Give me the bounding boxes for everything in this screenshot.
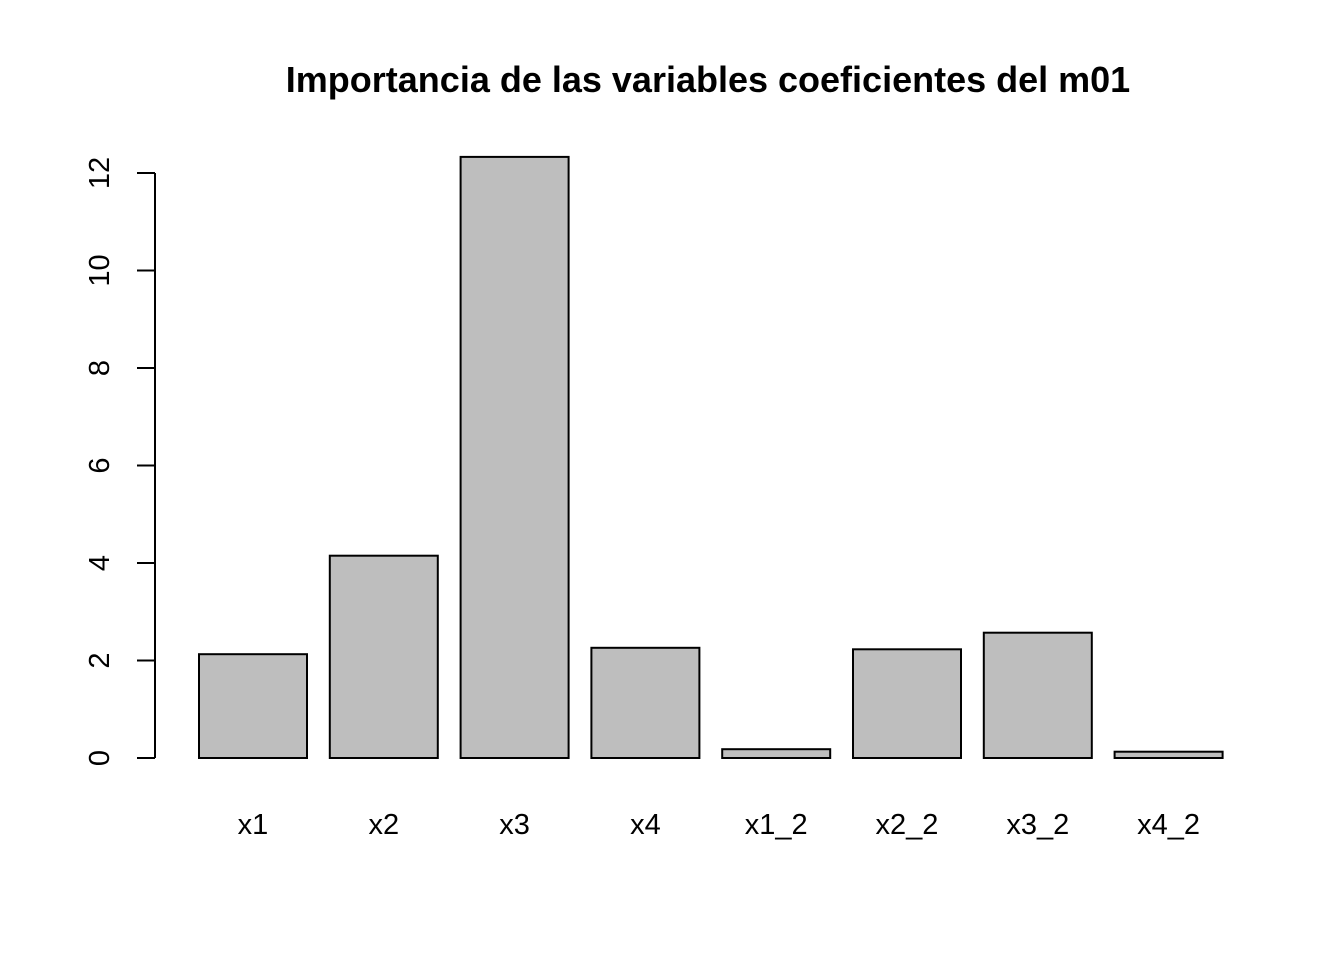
bar-x3_2	[982, 631, 1093, 760]
bar-x4_2	[1113, 750, 1224, 760]
x-tick-label: x1	[238, 809, 269, 841]
y-tick-label: 8	[84, 360, 116, 376]
x-tick-label: x1_2	[745, 809, 808, 841]
x-axis-labels: x1 x2 x3 x4 x1_2 x2_2 x3_2 x4_2	[238, 809, 1200, 841]
y-tick-label: 0	[84, 750, 116, 766]
y-tick-label: 2	[84, 652, 116, 668]
bar-x3	[459, 155, 570, 759]
x-tick-label: x2	[368, 809, 399, 841]
chart-title: Importancia de las variables coeficiente…	[286, 59, 1130, 100]
bar-x4	[590, 646, 701, 759]
x-tick-label: x3_2	[1006, 809, 1069, 841]
x-tick-label: x2_2	[876, 809, 939, 841]
y-tick-label: 10	[84, 254, 116, 286]
bar-x1	[198, 653, 308, 760]
bar-x2_2	[852, 648, 962, 759]
x-tick-label: x4_2	[1137, 809, 1200, 841]
y-tick-label: 4	[84, 555, 116, 571]
bar-x2	[328, 554, 439, 760]
y-tick-label: 12	[84, 157, 116, 189]
y-axis: 0 2 4 6 8 10 12	[84, 157, 156, 766]
x-tick-label: x4	[630, 809, 661, 841]
x-tick-label: x3	[499, 809, 530, 841]
bar-x1_2	[721, 748, 832, 760]
bars-group	[198, 155, 1224, 760]
y-tick-label: 6	[84, 457, 116, 473]
